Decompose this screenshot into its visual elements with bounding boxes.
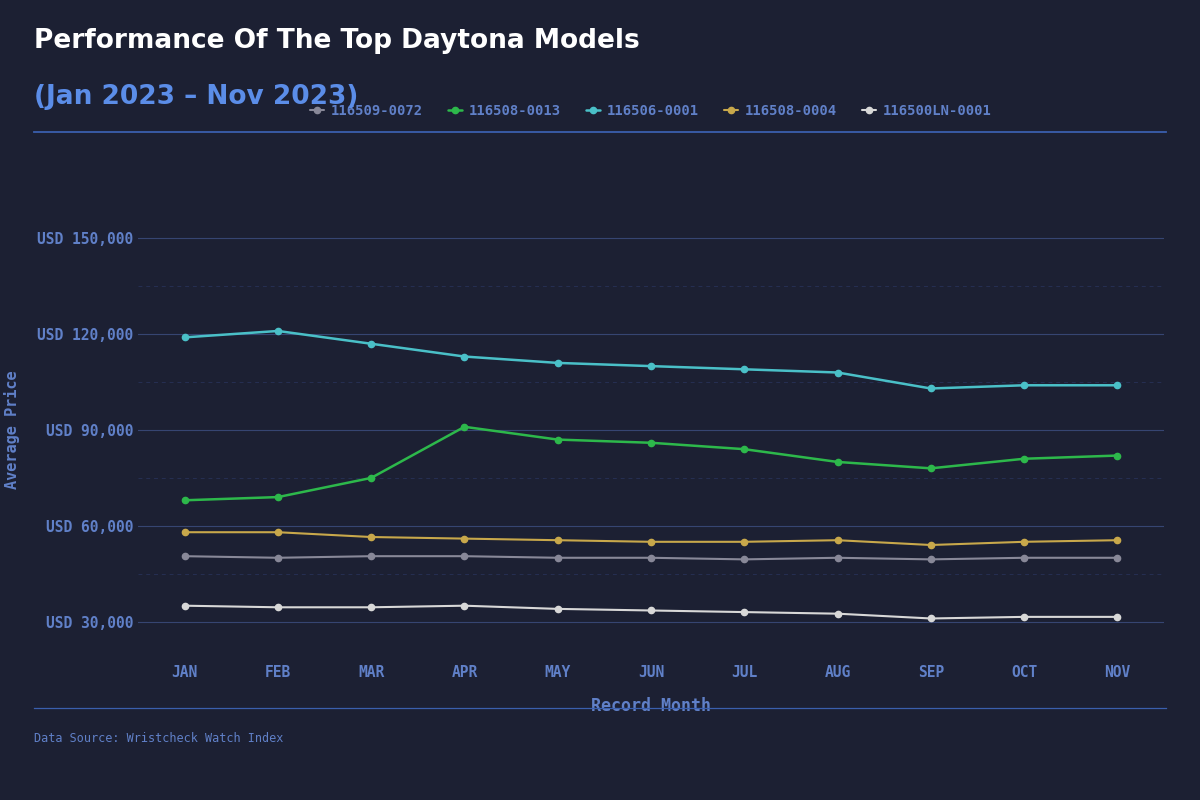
116500LN-0001 bbox=[643, 606, 658, 615]
116500LN-0001 bbox=[178, 601, 192, 610]
116506-0001 bbox=[271, 326, 286, 336]
116509-0072 bbox=[643, 553, 658, 562]
116508-0004 bbox=[271, 527, 286, 537]
116500LN-0001 bbox=[1016, 612, 1031, 622]
116508-0013 bbox=[830, 457, 845, 466]
116508-0004 bbox=[1110, 535, 1124, 545]
116508-0013 bbox=[737, 444, 751, 454]
Text: Performance Of The Top Daytona Models: Performance Of The Top Daytona Models bbox=[34, 28, 640, 54]
116508-0004 bbox=[643, 537, 658, 546]
116509-0072 bbox=[830, 553, 845, 562]
116508-0004 bbox=[178, 527, 192, 537]
116508-0004 bbox=[364, 532, 378, 542]
116508-0013 bbox=[1110, 450, 1124, 460]
116509-0072 bbox=[737, 554, 751, 564]
116509-0072 bbox=[1016, 553, 1031, 562]
116508-0004 bbox=[830, 535, 845, 545]
116508-0004 bbox=[551, 535, 565, 545]
116509-0072 bbox=[271, 553, 286, 562]
116508-0013 bbox=[924, 463, 938, 473]
116508-0013 bbox=[643, 438, 658, 447]
116500LN-0001 bbox=[364, 602, 378, 612]
116508-0004 bbox=[924, 540, 938, 550]
116506-0001 bbox=[551, 358, 565, 368]
116508-0013 bbox=[364, 473, 378, 482]
Line: 116506-0001: 116506-0001 bbox=[181, 328, 1121, 391]
116508-0004 bbox=[1016, 537, 1031, 546]
Line: 116508-0004: 116508-0004 bbox=[181, 529, 1121, 548]
116508-0004 bbox=[457, 534, 472, 543]
116508-0013 bbox=[1016, 454, 1031, 463]
116508-0013 bbox=[271, 492, 286, 502]
116508-0004 bbox=[737, 537, 751, 546]
116509-0072 bbox=[1110, 553, 1124, 562]
Line: 116509-0072: 116509-0072 bbox=[181, 553, 1121, 562]
Legend: 116509-0072, 116508-0013, 116506-0001, 116508-0004, 116500LN-0001: 116509-0072, 116508-0013, 116506-0001, 1… bbox=[305, 99, 997, 124]
116506-0001 bbox=[1016, 381, 1031, 390]
X-axis label: Record Month: Record Month bbox=[592, 697, 710, 714]
116509-0072 bbox=[924, 554, 938, 564]
116506-0001 bbox=[924, 384, 938, 394]
116500LN-0001 bbox=[737, 607, 751, 617]
116500LN-0001 bbox=[271, 602, 286, 612]
116509-0072 bbox=[457, 551, 472, 561]
116500LN-0001 bbox=[551, 604, 565, 614]
116500LN-0001 bbox=[830, 609, 845, 618]
116506-0001 bbox=[364, 339, 378, 349]
116509-0072 bbox=[551, 553, 565, 562]
116506-0001 bbox=[830, 368, 845, 378]
Line: 116500LN-0001: 116500LN-0001 bbox=[181, 602, 1121, 622]
Text: Data Source: Wristcheck Watch Index: Data Source: Wristcheck Watch Index bbox=[34, 732, 283, 745]
116506-0001 bbox=[457, 352, 472, 362]
116508-0013 bbox=[457, 422, 472, 432]
116508-0013 bbox=[551, 434, 565, 444]
116506-0001 bbox=[1110, 381, 1124, 390]
116509-0072 bbox=[178, 551, 192, 561]
Text: (Jan 2023 – Nov 2023): (Jan 2023 – Nov 2023) bbox=[34, 84, 358, 110]
116509-0072 bbox=[364, 551, 378, 561]
Line: 116508-0013: 116508-0013 bbox=[181, 424, 1121, 503]
116506-0001 bbox=[737, 365, 751, 374]
116506-0001 bbox=[178, 333, 192, 342]
116506-0001 bbox=[643, 362, 658, 371]
116508-0013 bbox=[178, 495, 192, 505]
Y-axis label: Average Price: Average Price bbox=[5, 370, 20, 490]
116500LN-0001 bbox=[457, 601, 472, 610]
116500LN-0001 bbox=[1110, 612, 1124, 622]
116500LN-0001 bbox=[924, 614, 938, 623]
